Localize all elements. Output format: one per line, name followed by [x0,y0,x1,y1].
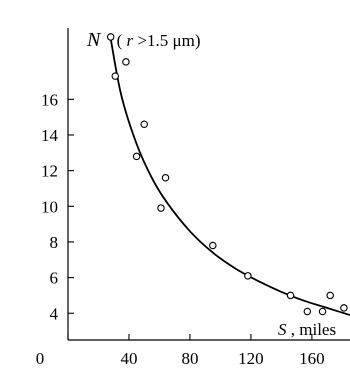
fit-curve [109,38,350,316]
y-axis-label-var: N [86,29,102,51]
x-tick-label: 40 [120,349,137,368]
data-point [157,204,165,212]
x-axis-label: S , miles [278,320,336,339]
data-point [318,307,327,316]
data-point [140,120,148,129]
y-tick-label: 4 [50,304,59,323]
data-point [244,272,252,280]
data-point [209,241,217,250]
x-tick-label: 120 [238,349,264,368]
y-tick-label: 6 [50,269,59,288]
x-tick-label: 80 [181,349,198,368]
data-point [286,291,295,300]
y-tick-label: 16 [41,90,58,109]
data-point [132,152,141,161]
data-point [161,174,170,182]
y-tick-label: 12 [41,162,58,181]
y-axis-label: N ( r >1.5 μm) [86,29,200,51]
y-ticks: 4 6 8 10 12 14 16 [41,90,74,323]
y-tick-label: 10 [41,197,58,216]
y-tick-label: 8 [50,233,59,252]
data-points [106,33,348,316]
data-point [340,304,348,312]
x-tick-label: 0 [36,349,45,368]
y-axis-label-condition-var: r [127,31,134,50]
x-tick-label: 160 [299,349,325,368]
y-tick-label: 14 [41,126,59,145]
data-point [326,291,334,300]
x-ticks: 0 40 80 120 160 [36,334,325,368]
y-axis-label-condition-rest: >1.5 μm) [137,31,200,50]
data-point [106,33,115,41]
axes [67,28,350,341]
x-axis-label-var: S [278,320,287,339]
y-axis-label-open: ( [117,31,123,50]
x-axis-label-rest: , miles [291,320,336,339]
data-point [122,58,130,66]
data-point [303,307,312,316]
data-point [111,72,120,80]
